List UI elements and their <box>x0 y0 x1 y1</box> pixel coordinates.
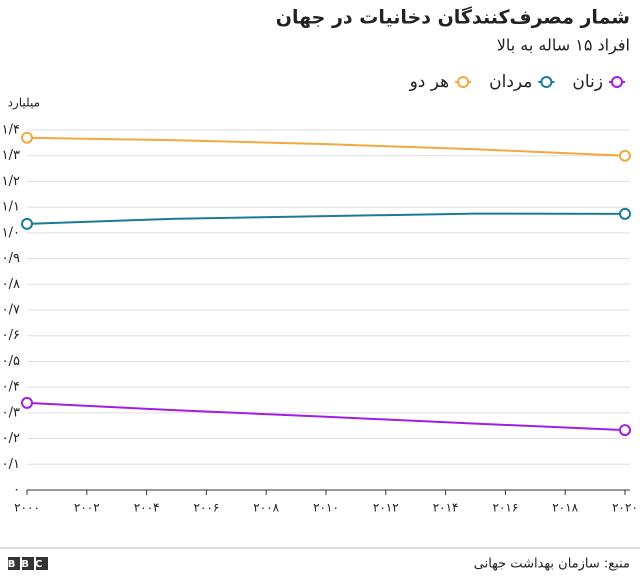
legend-label: هر دو <box>409 72 450 92</box>
y-tick-label: ۱/۰ <box>2 225 20 240</box>
x-tick-label: ۲۰۱۶ <box>493 501 519 515</box>
y-tick-label: ۱/۳ <box>2 148 20 163</box>
y-tick-label: ۰/۵ <box>2 354 20 369</box>
series-line <box>26 136 626 157</box>
y-axis-label: میلیارد <box>8 96 40 111</box>
end-marker <box>619 207 631 220</box>
source: منبع: سازمان بهداشت جهانی <box>474 557 630 572</box>
end-marker <box>21 131 33 144</box>
x-tick-label: ۲۰۰۰ <box>14 501 40 515</box>
end-marker <box>619 424 631 437</box>
x-tick-label: ۲۰۰۶ <box>194 501 220 515</box>
end-marker <box>21 217 33 230</box>
series-line <box>26 212 626 225</box>
y-tick-label: ۰/۶ <box>2 328 20 343</box>
y-tick-label: ۱/۱ <box>2 200 20 215</box>
chart-subtitle: افراد ۱۵ ساله به بالا <box>497 36 630 56</box>
x-tick-label: ۲۰۱۲ <box>373 501 399 515</box>
y-tick-label: ۱/۴ <box>2 123 20 138</box>
x-tick-label: ۲۰۱۰ <box>313 501 339 515</box>
x-tick-label: ۲۰۱۴ <box>433 501 459 515</box>
end-marker <box>21 396 33 409</box>
end-marker <box>619 149 631 162</box>
y-tick-label: ۰/۷ <box>2 303 20 318</box>
y-tick-label: ۰/۱ <box>2 457 20 472</box>
y-tick-label: ۱/۲ <box>2 174 20 189</box>
y-tick-label: ۰/۲ <box>2 431 20 446</box>
x-tick-label: ۲۰۱۸ <box>552 501 578 515</box>
y-tick-label: ۰/۳ <box>2 405 20 420</box>
x-tick-label: ۲۰۰۸ <box>253 501 279 515</box>
legend-label: زنان <box>572 72 603 92</box>
legend-marker <box>457 76 470 88</box>
y-tick-label: ۰/۸ <box>2 277 20 292</box>
legend-label: مردان <box>489 72 532 92</box>
y-tick-label: ۰/۴ <box>2 380 20 395</box>
logo <box>8 557 48 570</box>
logo-text: BBC <box>8 559 49 570</box>
chart-title: شمار مصرف‌کنندگان دخانیات در جهان <box>276 6 630 29</box>
y-tick-label: ۰/۹ <box>2 251 20 266</box>
x-tick-label: ۲۰۰۴ <box>134 501 160 515</box>
x-tick-label: ۲۰۲۰ <box>612 501 638 515</box>
legend-marker <box>611 76 623 88</box>
series-line <box>26 401 626 432</box>
y-tick-label: ۰ <box>13 483 20 498</box>
legend-marker <box>540 76 553 88</box>
x-tick-label: ۲۰۰۲ <box>74 501 100 515</box>
